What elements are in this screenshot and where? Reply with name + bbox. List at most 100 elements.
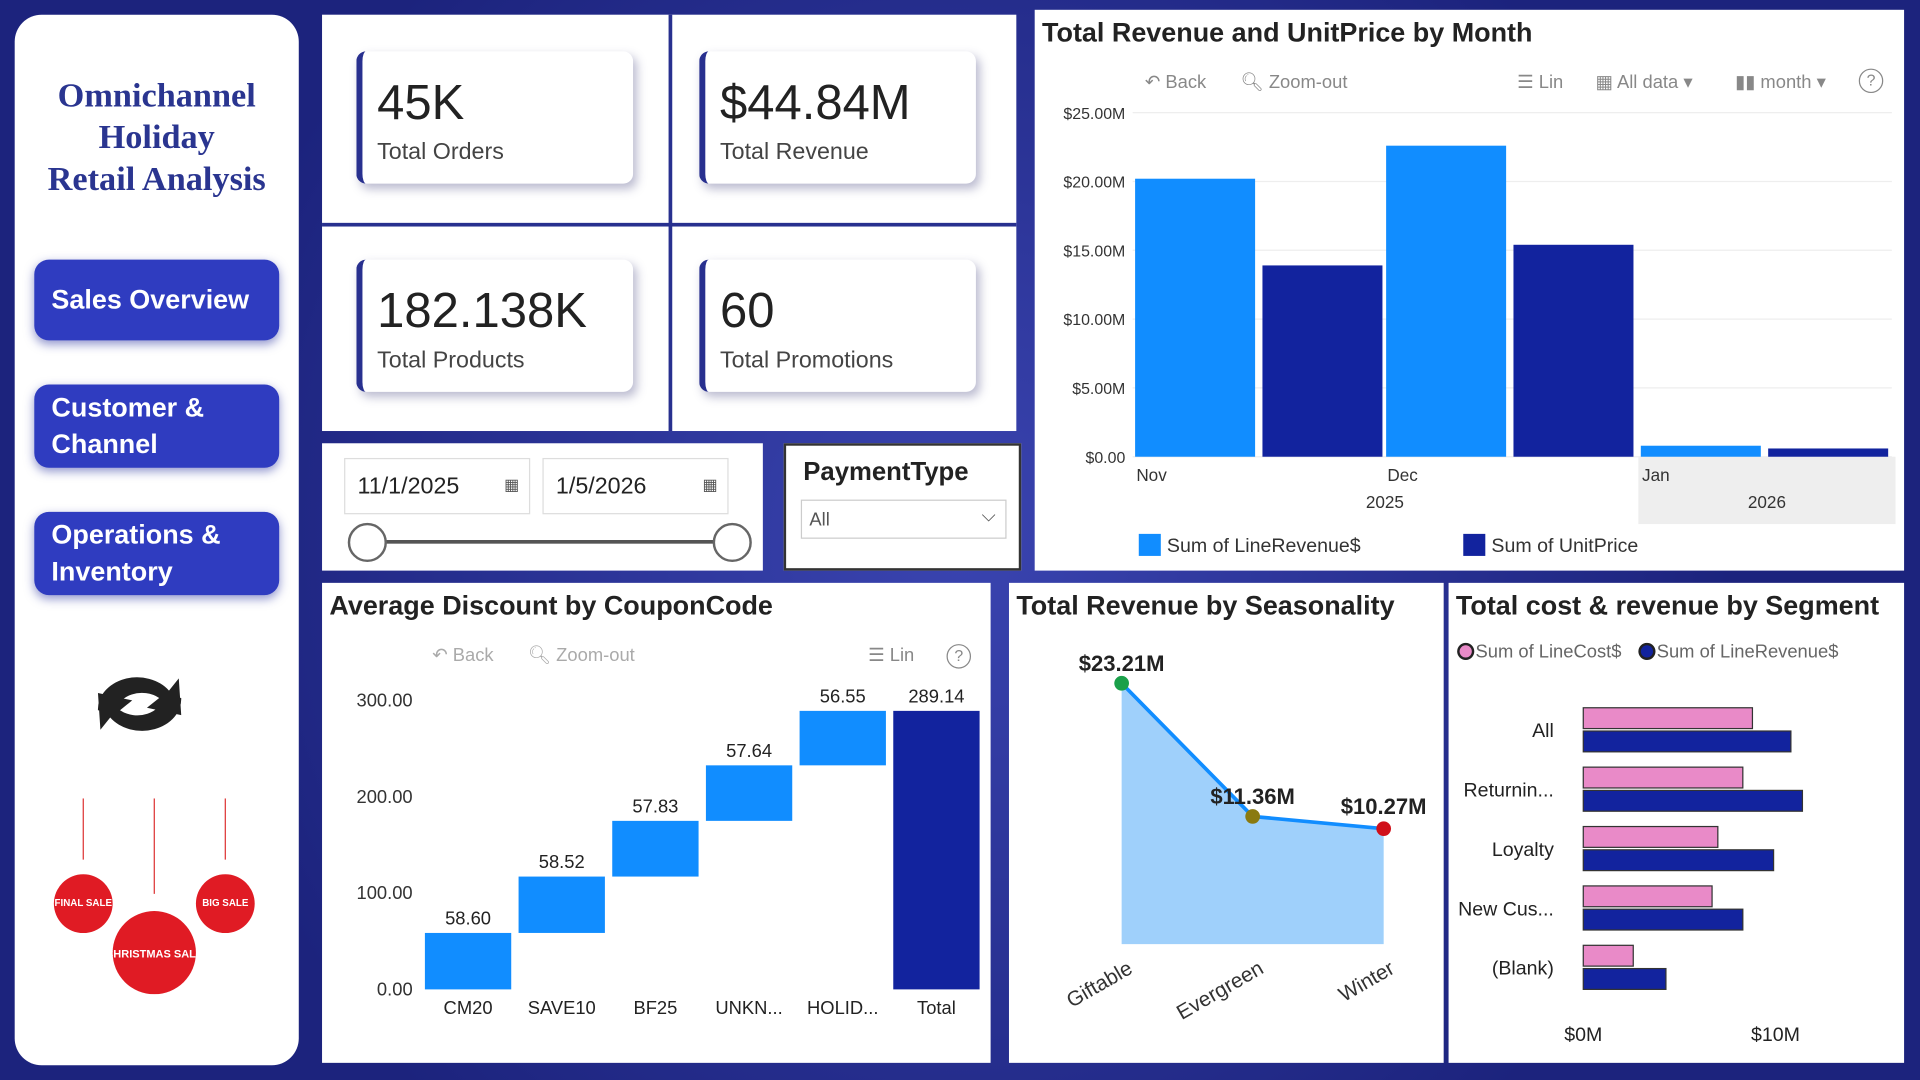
chart-title: Average Discount by CouponCode: [329, 590, 773, 621]
nav-operations-inventory[interactable]: Operations & Inventory: [34, 511, 280, 596]
slicer-title: PaymentType: [803, 457, 969, 487]
dropdown-value: All: [809, 509, 830, 531]
bar-All-0: [1582, 707, 1754, 730]
bar-Returnin...-1: [1582, 789, 1804, 812]
legend-swatch: [1463, 533, 1486, 556]
calendar-icon[interactable]: ▦: [702, 475, 718, 494]
axis-highlight: [1638, 456, 1896, 525]
y-tick-label: 200.00: [356, 786, 412, 807]
nav-sales-overview[interactable]: Sales Overview: [34, 259, 280, 341]
x-tick-label: Nov: [1136, 465, 1167, 485]
bar-dec-linerevenue: [1386, 145, 1507, 457]
waterfall-bar-CM20: [424, 932, 512, 990]
chart-title: Total cost & revenue by Segment: [1455, 590, 1880, 621]
waterfall-svg: 0.00 100.00 200.00 300.00 58.60 CM20 58.52 SAVE…: [356, 685, 980, 1018]
all-data-label: All data: [1616, 72, 1679, 94]
x-tick-label: Dec: [1387, 465, 1418, 485]
bar-jan-unitprice: [1768, 448, 1889, 457]
cost-revenue-by-segment-chart: Total cost & revenue by Segment Sum of L…: [1448, 582, 1905, 1063]
month-dropdown[interactable]: ▮▮ month ▾: [1735, 72, 1826, 94]
kpi-label: Total Promotions: [720, 347, 894, 374]
revenue-unitprice-chart: Total Revenue and UnitPrice by Month ↶ B…: [1034, 9, 1905, 571]
x-tick-label: Winter: [1335, 957, 1399, 1007]
chart-title: Total Revenue and UnitPrice by Month: [1042, 17, 1533, 48]
start-date-value: 11/1/2025: [357, 473, 460, 500]
zoom-out-button[interactable]: 🔍︎ Zoom-out: [1240, 72, 1348, 94]
y-tick-label: 0.00: [377, 979, 413, 1000]
bar-(Blank)-0: [1582, 944, 1634, 967]
title-line: Retail Analysis: [47, 160, 266, 199]
waterfall-bar-SAVE10: [518, 876, 605, 933]
data-label: 57.83: [632, 795, 678, 816]
back-label: Back: [452, 645, 494, 667]
bar-New Cus...-0: [1582, 885, 1713, 908]
bar-Loyalty-0: [1582, 825, 1719, 848]
x-tick-label: Jan: [1642, 465, 1670, 485]
help-icon[interactable]: ?: [946, 644, 972, 669]
legend-label: Sum of LineRevenue$: [1167, 535, 1361, 557]
bar-nov-unitprice: [1262, 265, 1383, 457]
bar-All-1: [1582, 730, 1792, 753]
kpi-value: 45K: [377, 75, 465, 130]
back-label: Back: [1165, 72, 1207, 94]
kpi-label: Total Revenue: [720, 139, 869, 166]
x-tick-label: CM20: [444, 997, 493, 1018]
christmas-sale-text: CHRISTMAS SALE: [105, 949, 203, 961]
end-date-input[interactable]: 1/5/2026 ▦: [542, 457, 729, 515]
date-slider-end-handle[interactable]: [712, 522, 752, 563]
all-data-dropdown[interactable]: ▦ All data ▾: [1595, 72, 1693, 94]
refresh-icon[interactable]: [88, 664, 191, 745]
x-tick-label: Giftable: [1063, 957, 1137, 1013]
bar-Loyalty-1: [1582, 849, 1775, 872]
kpi-value: 60: [720, 284, 775, 338]
x-tick-label: $10M: [1751, 1024, 1800, 1046]
data-label: 289.14: [908, 685, 964, 706]
data-label: 58.60: [445, 907, 491, 928]
final-sale-text: FINAL SALE: [55, 898, 113, 909]
data-label: $10.27M: [1341, 794, 1427, 819]
data-label: 57.64: [726, 740, 772, 761]
x-tick-label: $0M: [1564, 1024, 1602, 1046]
zoom-out-button[interactable]: 🔍︎ Zoom-out: [527, 645, 635, 667]
bar-dec-unitprice: [1513, 244, 1634, 457]
report-title: Omnichannel Holiday Retail Analysis: [15, 76, 299, 201]
help-icon[interactable]: ?: [1858, 68, 1884, 94]
kpi-label: Total Products: [377, 347, 525, 374]
kpi-value: 182.138K: [377, 284, 587, 338]
zoom-out-label: Zoom-out: [556, 645, 635, 667]
legend-label: Sum of LineRevenue$: [1657, 641, 1839, 662]
lin-button[interactable]: ☰ Lin: [868, 645, 915, 667]
area-fill: [1121, 683, 1384, 945]
nav-customer-channel[interactable]: Customer & Channel: [34, 384, 280, 468]
y-tick-label: $20.00M: [1063, 175, 1125, 192]
calendar-icon[interactable]: ▦: [504, 475, 520, 494]
year-label: 2025: [1366, 492, 1404, 512]
bar-jan-linerevenue: [1640, 445, 1761, 457]
waterfall-bar-Total: [893, 710, 980, 990]
data-point: [1245, 809, 1261, 824]
payment-type-dropdown[interactable]: All ⌵: [800, 499, 1007, 539]
legend-marker: [1457, 642, 1475, 661]
y-tick-label: 100.00: [356, 882, 412, 903]
start-date-input[interactable]: 11/1/2025 ▦: [344, 457, 531, 515]
date-slider-start-handle[interactable]: [347, 522, 387, 563]
kpi-total-orders: 45K Total Orders: [356, 51, 634, 184]
data-point: [1376, 821, 1392, 837]
revenue-chart-svg: $0.00 $5.00M $10.00M $15.00M $20.00M $25.00M N…: [1063, 106, 1896, 557]
kpi-panel: 45K Total Orders $44.84M Total Revenue 182…: [322, 14, 1017, 432]
back-button[interactable]: ↶ Back: [1144, 72, 1207, 94]
data-label: $23.21M: [1079, 651, 1165, 676]
date-slider-track[interactable]: [367, 540, 733, 544]
segment-svg: Sum of LineCost$ Sum of LineRevenue$ All Re…: [1457, 641, 1839, 1046]
end-date-value: 1/5/2026: [555, 473, 647, 500]
bar-Returnin...-0: [1582, 766, 1744, 789]
y-tick-label: (Blank): [1492, 958, 1554, 980]
y-tick-label: Returnin...: [1464, 780, 1554, 802]
back-button[interactable]: ↶ Back: [432, 645, 494, 667]
revenue-by-seasonality-chart: Total Revenue by Seasonality $23.21M Gift…: [1008, 582, 1444, 1063]
year-label: 2026: [1748, 492, 1786, 512]
waterfall-bar-HOLID...: [799, 710, 886, 766]
y-tick-label: $5.00M: [1072, 381, 1125, 398]
lin-button[interactable]: ☰ Lin: [1517, 72, 1564, 94]
